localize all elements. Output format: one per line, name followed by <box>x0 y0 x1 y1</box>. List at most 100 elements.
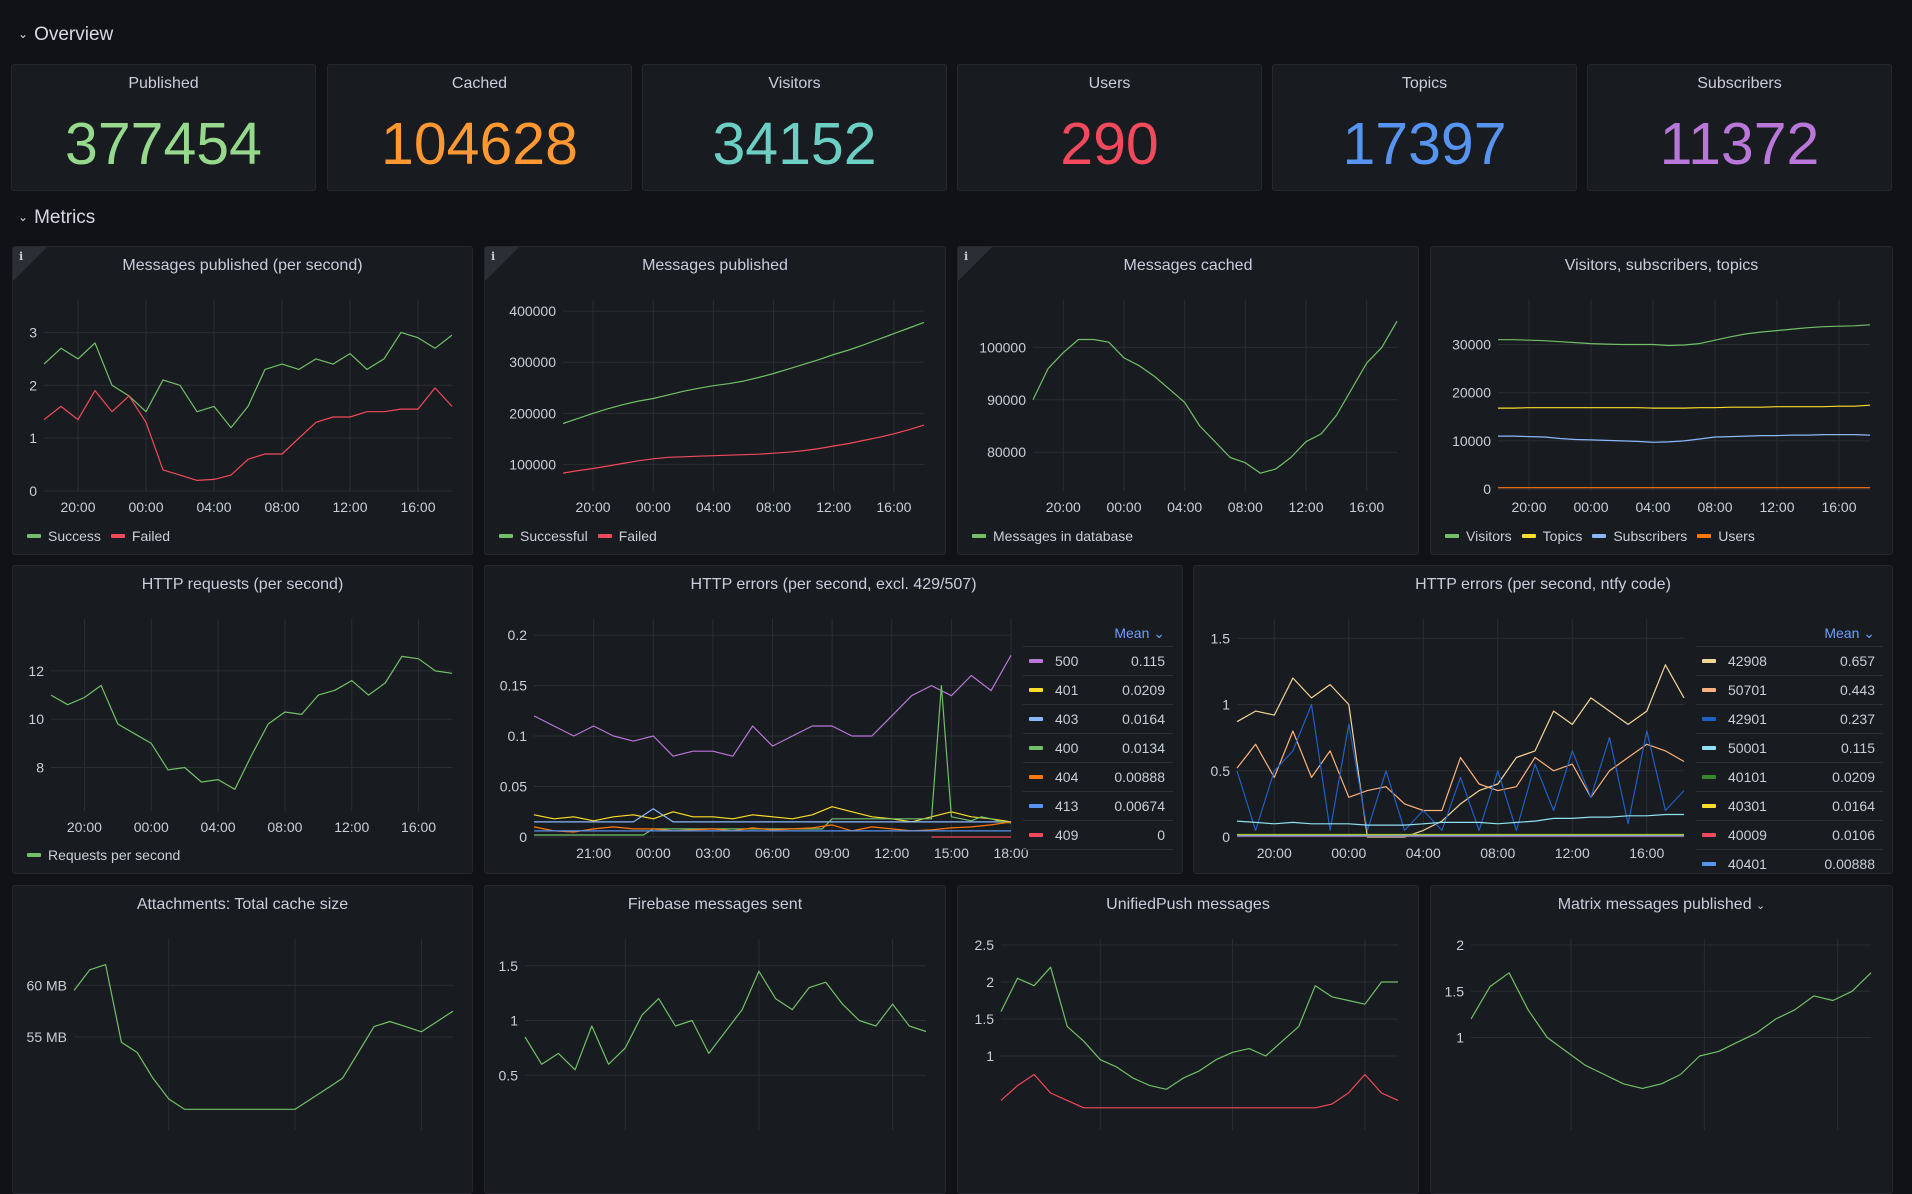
legend-label: Requests per second <box>48 847 181 863</box>
panel-title: Visitors, subscribers, topics <box>1564 257 1759 274</box>
legend-row[interactable]: 40401 0.00888 <box>1696 850 1883 873</box>
legend-row[interactable]: 50701 0.443 <box>1696 676 1883 705</box>
panel-http-errors-excl[interactable]: HTTP errors (per second, excl. 429/507) … <box>484 565 1183 874</box>
x-tick-label: 12:00 <box>1555 845 1590 861</box>
info-corner[interactable] <box>958 247 992 281</box>
legend-item[interactable]: Requests per second <box>27 847 180 863</box>
mean-column-header[interactable]: Mean ⌄ <box>1023 620 1173 647</box>
chart-plot: 1 1.5 2 2.5 <box>975 937 1399 1130</box>
y-tick-label: 10000 <box>1452 433 1491 449</box>
legend-item[interactable]: Subscribers <box>1592 528 1687 544</box>
panel-attachments-cache-size[interactable]: Attachments: Total cache size 55 MB 60 MB <box>12 885 473 1194</box>
chart-plot: 0 10000 20000 30000 20:00 00:00 04:00 08:00 12:0… <box>1452 300 1871 515</box>
x-tick-label: 15:00 <box>934 845 969 861</box>
legend-swatch <box>1029 717 1043 721</box>
y-tick-label: 300000 <box>509 354 556 370</box>
y-tick-label: 100000 <box>979 339 1026 355</box>
stat-value: 11372 <box>1659 111 1820 177</box>
x-tick-label: 20:00 <box>1046 499 1081 515</box>
legend-item[interactable]: Messages in database <box>972 528 1133 544</box>
info-icon[interactable]: i <box>964 250 969 263</box>
mean-column-header[interactable]: Mean ⌄ <box>1696 620 1883 647</box>
legend-label: 40301 <box>1728 798 1767 814</box>
legend-label: Topics <box>1542 528 1583 544</box>
stat-visitors[interactable]: Visitors 34152 <box>642 64 947 191</box>
panel-messages-cached[interactable]: i Messages cached 80000 90000 100000 20:00 0… <box>957 246 1419 555</box>
legend-mean-value: 0.237 <box>1839 711 1875 727</box>
panel-messages-published[interactable]: i Messages published 100000 200000 300000 4… <box>484 246 946 555</box>
chevron-down-icon[interactable]: ⌄ <box>1756 900 1766 912</box>
stat-topics[interactable]: Topics 17397 <box>1272 64 1577 191</box>
overview-label: Overview <box>34 24 114 45</box>
x-tick-label: 04:00 <box>1635 499 1670 515</box>
legend-row[interactable]: 50001 0.115 <box>1696 734 1883 763</box>
legend-item[interactable]: Topics <box>1521 528 1583 544</box>
legend-row[interactable]: 403 0.0164 <box>1023 705 1173 734</box>
panel-visitors-subscribers-topics[interactable]: Visitors, subscribers, topics 0 10000 2000… <box>1430 246 1893 555</box>
legend-row[interactable]: 42908 0.657 <box>1696 647 1883 676</box>
stat-users[interactable]: Users 290 <box>957 64 1262 191</box>
panel-title-menu[interactable]: Matrix messages published ⌄ <box>1431 896 1892 914</box>
x-tick-label: 08:00 <box>264 499 299 515</box>
x-tick-label: 21:00 <box>576 845 611 861</box>
legend-mean-value: 0.443 <box>1839 682 1875 698</box>
legend-row[interactable]: 40009 0.0106 <box>1696 821 1883 850</box>
panel-http-errors-ntfy-code[interactable]: HTTP errors (per second, ntfy code) 0 0.5… <box>1193 565 1893 874</box>
legend-row[interactable]: 401 0.0209 <box>1023 676 1173 705</box>
y-tick-label: 0.5 <box>1211 763 1231 779</box>
legend-row[interactable]: 413 0.00674 <box>1023 792 1173 821</box>
legend-row[interactable]: 42901 0.237 <box>1696 705 1883 734</box>
panel-firebase-messages[interactable]: Firebase messages sent 0.5 1 1.5 <box>484 885 946 1194</box>
y-tick-label: 60 MB <box>27 977 67 993</box>
y-tick-label: 20000 <box>1452 385 1491 401</box>
stat-subscribers[interactable]: Subscribers 11372 <box>1587 64 1892 191</box>
info-corner[interactable] <box>13 247 47 281</box>
chart-plot: 0 0.5 1 1.5 20:00 00:00 04:00 08:00 12:00 16:00 <box>1211 619 1685 861</box>
panel-unifiedpush-messages[interactable]: UnifiedPush messages 1 1.5 2 2.5 <box>957 885 1419 1194</box>
panel-messages-published-per-second[interactable]: i Messages published (per second) 0 1 2 3 20… <box>12 246 473 555</box>
legend-label: 401 <box>1055 682 1079 698</box>
legend-row[interactable]: 40301 0.0164 <box>1696 792 1883 821</box>
info-icon[interactable]: i <box>491 250 496 263</box>
chart-legend: Success Failed <box>27 528 170 544</box>
legend-item[interactable]: Success <box>27 528 101 544</box>
info-icon[interactable]: i <box>19 250 24 263</box>
legend-table: Mean ⌄ 500 0.115 401 0.0209 403 0.0164 400 0.013… <box>1023 620 1173 850</box>
y-tick-label: 0 <box>1483 481 1491 497</box>
legend-row[interactable]: 40101 0.0209 <box>1696 763 1883 792</box>
legend-row[interactable]: 409 0 <box>1023 821 1173 850</box>
panel-matrix-messages[interactable]: Matrix messages published ⌄ 1 1.5 2 <box>1430 885 1893 1194</box>
x-tick-label: 03:00 <box>695 845 730 861</box>
chart-plot: 55 MB 60 MB <box>27 939 454 1130</box>
stat-cached[interactable]: Cached 104628 <box>327 64 632 191</box>
y-tick-label: 1 <box>1456 1030 1464 1046</box>
legend-row[interactable]: 400 0.0134 <box>1023 734 1173 763</box>
legend-label: 409 <box>1055 827 1079 843</box>
legend-swatch <box>1029 688 1043 692</box>
panel-http-requests[interactable]: HTTP requests (per second) 8 10 12 20:00 00:… <box>12 565 473 874</box>
x-tick-label: 04:00 <box>1167 499 1202 515</box>
legend-mean-value: 0.0134 <box>1122 740 1165 756</box>
legend-item[interactable]: Failed <box>110 528 170 544</box>
legend-row[interactable]: 500 0.115 <box>1023 647 1173 676</box>
metrics-label: Metrics <box>34 207 96 228</box>
x-tick-label: 16:00 <box>876 499 911 515</box>
x-tick-label: 08:00 <box>1480 845 1515 861</box>
legend-swatch <box>1702 688 1716 692</box>
stat-title: Published <box>128 75 199 92</box>
chevron-down-icon: ⌄ <box>18 210 29 224</box>
legend-mean-value: 0 <box>1157 827 1165 843</box>
overview-row-toggle[interactable]: ⌄ Overview <box>18 24 113 46</box>
series-line <box>1000 1073 1399 1109</box>
legend-item[interactable]: Users <box>1697 528 1755 544</box>
x-tick-label: 04:00 <box>1406 845 1441 861</box>
legend-item[interactable]: Successful <box>499 528 588 544</box>
legend-row[interactable]: 404 0.00888 <box>1023 763 1173 792</box>
info-corner[interactable] <box>485 247 519 281</box>
stat-published[interactable]: Published 377454 <box>11 64 316 191</box>
metrics-row-toggle[interactable]: ⌄ Metrics <box>18 207 95 229</box>
legend-item[interactable]: Visitors <box>1445 528 1512 544</box>
legend-label: Failed <box>618 528 657 544</box>
x-tick-label: 20:00 <box>576 499 611 515</box>
legend-item[interactable]: Failed <box>597 528 657 544</box>
